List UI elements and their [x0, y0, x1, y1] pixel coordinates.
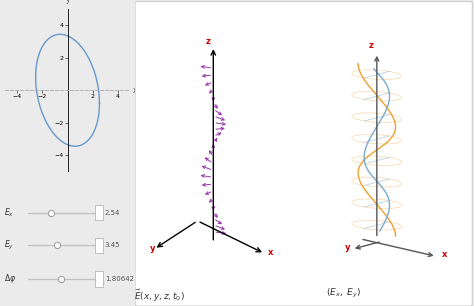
- Text: 2.54: 2.54: [105, 210, 120, 216]
- Text: 3.45: 3.45: [105, 242, 120, 248]
- Text: x: x: [441, 250, 447, 259]
- Text: $(E_x,\ E_y)$: $(E_x,\ E_y)$: [326, 286, 361, 300]
- Bar: [94, 271, 103, 286]
- Text: x: x: [268, 248, 273, 257]
- Text: $E_y$: $E_y$: [4, 239, 14, 252]
- Text: $\vec{E}(x, y, z, t_0)$: $\vec{E}(x, y, z, t_0)$: [134, 287, 185, 304]
- Text: z: z: [369, 42, 374, 50]
- Text: y: y: [150, 244, 155, 253]
- Text: y: y: [65, 0, 70, 4]
- Bar: [94, 205, 103, 220]
- Text: $E_x$: $E_x$: [4, 207, 14, 219]
- Text: z: z: [206, 37, 210, 46]
- Text: x: x: [133, 86, 137, 95]
- Text: y: y: [345, 243, 351, 252]
- Text: 1.80642: 1.80642: [105, 276, 134, 282]
- Text: $\Delta\varphi$: $\Delta\varphi$: [4, 272, 16, 285]
- Bar: [94, 238, 103, 253]
- FancyBboxPatch shape: [135, 2, 472, 306]
